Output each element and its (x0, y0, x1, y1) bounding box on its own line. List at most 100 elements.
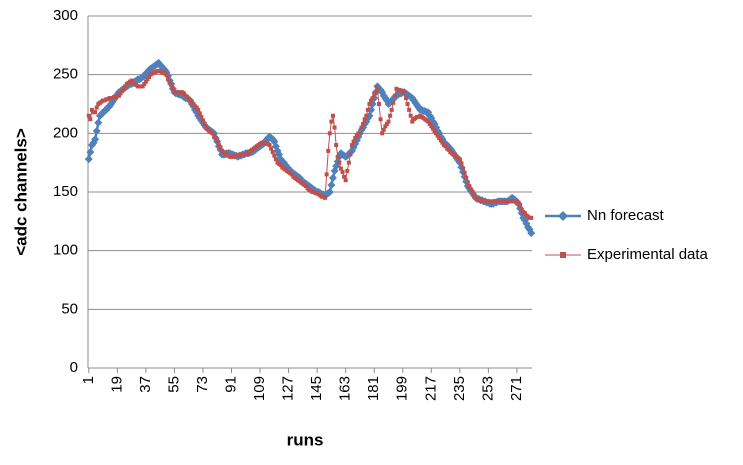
x-tick-label: 91 (222, 376, 239, 393)
y-tick-label: 50 (61, 300, 78, 317)
marker (522, 211, 527, 216)
marker (342, 174, 347, 179)
marker (273, 157, 278, 162)
marker (89, 107, 94, 112)
x-tick-label: 271 (508, 376, 525, 401)
marker (166, 76, 171, 81)
marker (472, 193, 477, 198)
marker (361, 121, 366, 126)
marker (116, 93, 121, 98)
x-tick-label: 199 (394, 376, 411, 401)
marker (92, 126, 101, 135)
marker (403, 96, 408, 101)
marker (516, 200, 521, 205)
marker (408, 113, 413, 118)
marker (267, 143, 272, 148)
marker (212, 133, 217, 138)
marker (518, 204, 523, 209)
marker (389, 107, 394, 112)
y-axis-title: <adc channels> (11, 128, 30, 256)
x-tick-label: 217 (422, 376, 439, 401)
y-tick-label: 0 (70, 359, 78, 376)
marker (378, 117, 383, 122)
marker (196, 107, 201, 112)
marker (468, 187, 473, 192)
marker (118, 91, 123, 96)
marker (362, 117, 367, 122)
marker (340, 170, 345, 175)
marker (375, 86, 380, 91)
marker (465, 180, 470, 185)
marker (337, 160, 342, 165)
marker (289, 172, 294, 177)
marker (464, 175, 469, 180)
marker (215, 139, 220, 144)
marker (435, 133, 440, 138)
marker (84, 155, 93, 164)
marker (346, 160, 351, 165)
y-tick-label: 150 (53, 183, 78, 200)
marker (88, 117, 93, 122)
marker (426, 119, 431, 124)
marker (348, 152, 353, 157)
marker (93, 110, 98, 115)
y-tick-label: 100 (53, 242, 78, 259)
y-tick-label: 200 (53, 124, 78, 141)
x-tick-label: 73 (194, 376, 211, 393)
marker (210, 131, 215, 136)
legend-label: Nn forecast (587, 207, 665, 224)
marker (145, 77, 150, 82)
marker (365, 107, 370, 112)
marker (345, 168, 350, 173)
marker (332, 125, 337, 130)
marker (467, 184, 472, 189)
marker (334, 143, 339, 148)
marker (278, 163, 283, 168)
marker (457, 157, 462, 162)
marker (326, 148, 331, 153)
marker (461, 166, 466, 171)
marker (462, 171, 467, 176)
marker (338, 166, 343, 171)
x-tick-label: 235 (451, 376, 468, 401)
marker (197, 111, 202, 116)
marker (407, 107, 412, 112)
marker (459, 161, 464, 166)
marker (123, 84, 128, 89)
marker (181, 91, 186, 96)
marker (200, 118, 205, 123)
marker (353, 136, 358, 141)
marker (194, 105, 199, 110)
marker (519, 207, 524, 212)
x-axis-title: runs (287, 430, 324, 449)
marker (269, 146, 274, 151)
marker (359, 125, 364, 130)
x-tick-label: 37 (137, 376, 154, 393)
marker (91, 135, 100, 144)
x-tick-label: 109 (251, 376, 268, 401)
legend-item: Nn forecast (545, 207, 665, 224)
x-tick-label: 181 (365, 376, 382, 401)
marker (437, 136, 442, 141)
marker (327, 180, 336, 189)
marker (438, 138, 443, 143)
marker (384, 121, 389, 126)
series-line (87, 61, 533, 234)
marker (188, 98, 193, 103)
marker (388, 113, 393, 118)
x-tick-label: 127 (280, 376, 297, 401)
x-tick-label: 163 (337, 376, 354, 401)
marker (443, 144, 448, 149)
marker (147, 75, 152, 80)
marker (373, 90, 378, 95)
marker (430, 126, 435, 131)
marker (470, 190, 475, 194)
marker (121, 86, 126, 91)
marker (354, 133, 359, 138)
marker (129, 78, 134, 83)
marker (429, 124, 434, 129)
series-line (88, 70, 532, 219)
marker (170, 86, 175, 91)
y-tick-label: 250 (53, 66, 78, 83)
